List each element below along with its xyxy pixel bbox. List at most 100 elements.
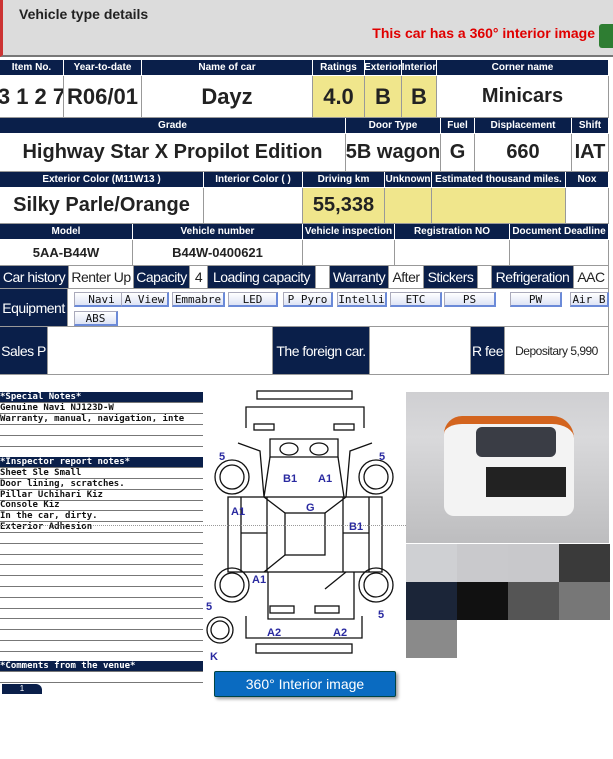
divider — [0, 525, 410, 526]
inspector-note-line — [0, 544, 203, 555]
damage-mark: K — [210, 651, 218, 663]
refrigeration-label: Refrigeration — [492, 266, 574, 289]
fuel-label: Fuel — [441, 118, 475, 134]
damage-mark: A2 — [267, 627, 282, 639]
car-photo-thumbnail[interactable] — [457, 582, 508, 620]
car-photo-thumbnail[interactable] — [457, 544, 508, 582]
item-no-value: 3 1 2 7 — [0, 76, 64, 118]
foreign-label: The foreign car. — [273, 327, 370, 375]
car-condition-diagram — [206, 390, 394, 654]
estimated-miles-value — [432, 188, 566, 224]
damage-mark: 5 — [219, 451, 226, 463]
foreign — [370, 327, 471, 375]
shift-label: Shift — [572, 118, 609, 134]
displacement-value: 660 — [475, 134, 572, 172]
inspector-note-line — [0, 587, 203, 598]
grade-value: Highway Star X Propilot Edition — [0, 134, 346, 172]
damage-mark: 5 — [378, 609, 385, 621]
more-button[interactable] — [599, 24, 613, 48]
inspector-note-line: Console Kiz — [0, 500, 203, 512]
car-photo-thumbnail[interactable] — [406, 582, 457, 620]
year-value: R06/01 — [64, 76, 142, 118]
inspector-note-line — [0, 533, 203, 544]
car-photo-thumbnail[interactable] — [406, 620, 457, 658]
hood-front-shape — [245, 406, 365, 428]
capacity-label: Capacity — [134, 266, 190, 289]
header-bar: Vehicle type details This car has a 360°… — [0, 0, 613, 57]
damage-mark: 5 — [206, 601, 213, 613]
special-note-line: Genuine Navi NJ123D-W — [0, 403, 203, 414]
damage-mark: A1 — [231, 506, 246, 518]
damage-mark: A1 — [252, 574, 267, 586]
stickers-label: Stickers — [424, 266, 478, 289]
page-title: Vehicle type details — [19, 6, 149, 22]
interior-color-value — [204, 188, 303, 224]
inspector-note-line — [0, 554, 203, 566]
inspector-note-line — [0, 641, 203, 652]
inspector-note-line — [0, 576, 203, 587]
damage-mark: B1 — [283, 473, 298, 485]
inspector-note-line: In the car, dirty. — [0, 511, 203, 523]
equipment-tag: ABS — [74, 311, 118, 326]
model-label: Model — [0, 224, 133, 240]
model-value: 5AA-B44W — [0, 240, 133, 266]
inspector-note-line — [0, 608, 203, 620]
nox-value — [566, 188, 609, 224]
special-note-line: Warranty, manual, navigation, inte — [0, 414, 203, 425]
door-type-value: 5B wagon — [346, 134, 441, 172]
interior-color-label: Interior Color ( ) — [204, 172, 303, 188]
inspector-note-line: Door lining, scratches. — [0, 479, 203, 490]
vehicle-inspection-value — [303, 240, 395, 266]
inspector-note-line: Pillar Uchihari Kiz — [0, 490, 203, 501]
corner-label: Corner name — [437, 60, 609, 76]
grade-label: Grade — [0, 118, 346, 134]
registration-no-label: Registration NO — [395, 224, 510, 240]
damage-mark: 5 — [379, 451, 386, 463]
interior-label: Interior — [402, 60, 437, 76]
rating-value: 4.0 — [313, 76, 365, 118]
damage-mark: G — [306, 502, 315, 514]
document-deadline-value — [510, 240, 609, 266]
equipment-tag: Air B — [570, 292, 609, 307]
damage-mark: A1 — [318, 473, 333, 485]
year-label: Year-to-date — [64, 60, 142, 76]
warranty-label: Warranty — [330, 266, 389, 289]
sales — [48, 327, 273, 375]
inspector-note-line — [0, 598, 203, 609]
equipment-tag: PS — [444, 292, 496, 307]
car-history: Renter Up — [69, 266, 134, 289]
exterior-value: B — [365, 76, 402, 118]
exterior-label: Exterior — [365, 60, 402, 76]
equipment-tag: LED — [228, 292, 278, 307]
vehicle-number-label: Vehicle number — [133, 224, 303, 240]
car-photo-thumbnail[interactable] — [406, 544, 457, 582]
main-car-photo[interactable] — [406, 392, 609, 543]
shift-value: IAT — [572, 134, 609, 172]
interior-value: B — [402, 76, 437, 118]
car-photo-thumbnail[interactable] — [559, 582, 610, 620]
equipment-tag: A View — [121, 292, 169, 307]
registration-no-value — [395, 240, 510, 266]
inspector-note-line — [0, 565, 203, 577]
rating-label: Ratings — [313, 60, 365, 76]
special-note-line — [0, 425, 203, 436]
page-button-1[interactable]: 1 — [2, 684, 42, 694]
door-type-label: Door Type — [346, 118, 441, 134]
unknown-label: Unknown — [385, 172, 432, 188]
inspector-note-line — [0, 630, 203, 641]
special-notes-header: *Special Notes* — [0, 392, 203, 403]
equipment-tag: Intelli — [337, 292, 387, 307]
car-photo-thumbnail[interactable] — [508, 582, 559, 620]
car-photo-thumbnail[interactable] — [559, 544, 610, 582]
refrigeration: AAC — [574, 266, 609, 289]
comments-header: *Comments from the venue* — [0, 661, 203, 672]
equipment-tag: Navi — [74, 292, 130, 307]
car-photo-thumbnail[interactable] — [508, 544, 559, 582]
document-deadline-label: Document Deadline — [510, 224, 609, 240]
interior-360-button[interactable]: 360° Interior image — [214, 671, 396, 697]
comment-line — [0, 672, 203, 683]
equipment-tag: P Pyro — [283, 292, 333, 307]
inspector-note-line: Exterior Adhesion — [0, 522, 203, 533]
inspector-note-line — [0, 619, 203, 631]
nox-label: Nox — [566, 172, 609, 188]
